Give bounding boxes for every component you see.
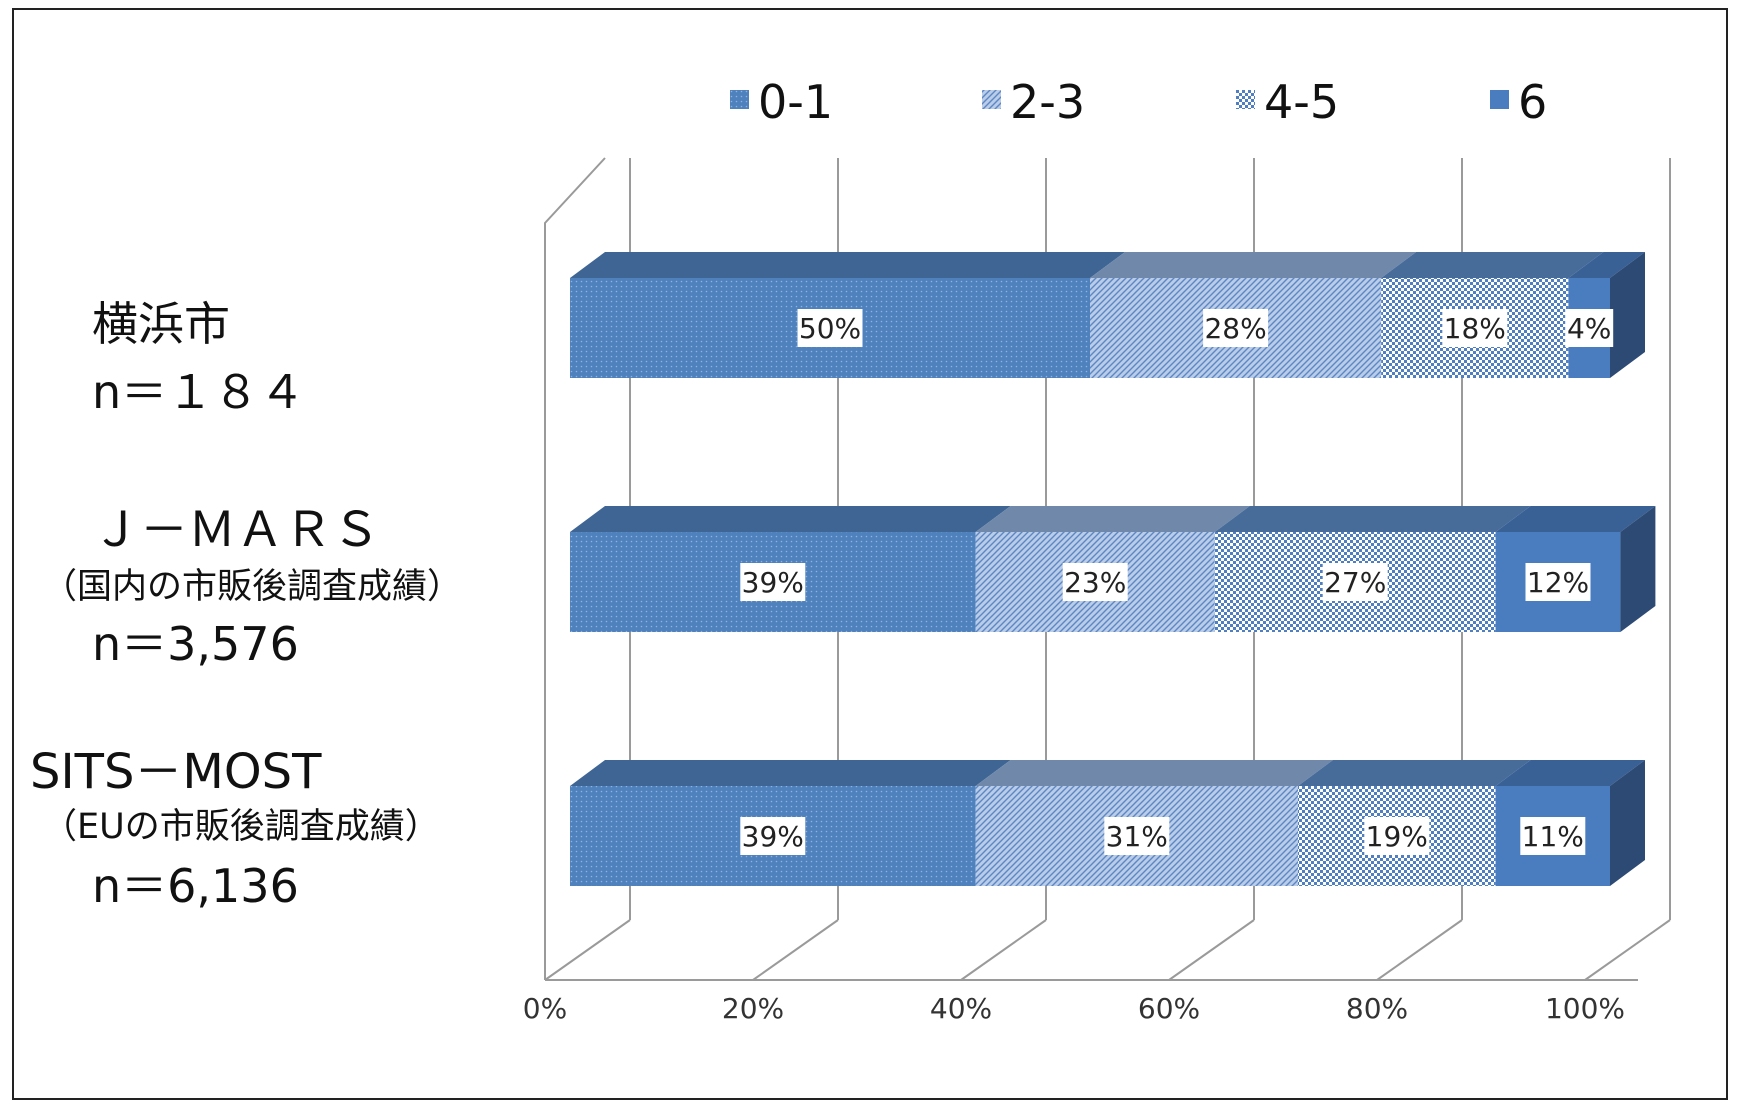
data-label-box bbox=[1322, 563, 1388, 601]
data-label-box bbox=[1364, 817, 1430, 855]
legend: 0-1 2-3 4-5 6 bbox=[730, 75, 1547, 129]
data-label: 31% bbox=[1106, 820, 1168, 853]
legend-label: 2-3 bbox=[1010, 75, 1085, 129]
x-axis-ticks: 0% 20% 40% 60% 80% 100% bbox=[523, 992, 1625, 1025]
data-label-box bbox=[1062, 563, 1128, 601]
category-label: n＝6,136 bbox=[92, 859, 299, 913]
gridline-floor bbox=[544, 919, 631, 981]
category-label: SITS－MOST bbox=[30, 744, 322, 800]
x-tick-label: 80% bbox=[1346, 992, 1408, 1025]
legend-swatch bbox=[730, 90, 749, 109]
category-label: Ｊ－ＭＡＲＳ bbox=[92, 502, 380, 558]
bar-top-face bbox=[1568, 252, 1645, 278]
category-label: n＝3,576 bbox=[92, 617, 299, 671]
data-label: 11% bbox=[1522, 820, 1584, 853]
bars: 50% 28% 18% 4% 39% 23% 27% 12% 39% 31% 19% 11% bbox=[570, 252, 1656, 886]
chart-walls bbox=[544, 157, 1638, 981]
data-label: 18% bbox=[1444, 312, 1506, 345]
data-label: 19% bbox=[1366, 820, 1428, 853]
bar-top-face bbox=[1495, 760, 1645, 786]
bar-side-face bbox=[1610, 760, 1645, 886]
bar-top-face bbox=[570, 252, 1125, 278]
x-tick-label: 0% bbox=[523, 992, 567, 1025]
data-label-box bbox=[1442, 309, 1508, 347]
data-label-box bbox=[1203, 309, 1269, 347]
bar-top-face bbox=[1495, 506, 1656, 532]
side-wall bbox=[544, 157, 606, 980]
category-label: n＝１８４ bbox=[92, 365, 305, 419]
bar-top-face bbox=[1381, 252, 1604, 278]
x-tick-label: 60% bbox=[1138, 992, 1200, 1025]
bar-side-face bbox=[1620, 506, 1656, 632]
data-label: 50% bbox=[799, 312, 861, 345]
data-label-box bbox=[1104, 817, 1170, 855]
category-label: （国内の市販後調査成績） bbox=[42, 567, 462, 607]
data-label: 39% bbox=[742, 566, 804, 599]
bar-top-face bbox=[1090, 252, 1417, 278]
bar-top-face bbox=[1298, 760, 1531, 786]
data-label: 27% bbox=[1324, 566, 1386, 599]
legend-swatch bbox=[982, 90, 1001, 109]
data-label: 39% bbox=[742, 820, 804, 853]
legend-label: 0-1 bbox=[758, 75, 833, 129]
data-label: 4% bbox=[1567, 312, 1611, 345]
gridline-floor bbox=[1584, 919, 1671, 981]
bar-top-face bbox=[570, 760, 1011, 786]
gridline-floor bbox=[752, 919, 839, 981]
gridline-floor bbox=[1376, 919, 1463, 981]
bar-top-face bbox=[1214, 506, 1531, 532]
legend-label: 6 bbox=[1518, 75, 1547, 129]
bar-top-face bbox=[975, 506, 1250, 532]
legend-swatch bbox=[1490, 90, 1509, 109]
x-tick-label: 20% bbox=[722, 992, 784, 1025]
gridline-floor bbox=[1168, 919, 1255, 981]
data-label-box bbox=[1525, 563, 1591, 601]
x-tick-label: 40% bbox=[930, 992, 992, 1025]
data-label-box bbox=[740, 817, 806, 855]
data-label: 28% bbox=[1204, 312, 1266, 345]
data-label-box bbox=[797, 309, 863, 347]
legend-swatch bbox=[1236, 90, 1255, 109]
data-label-box bbox=[1520, 817, 1586, 855]
data-label: 23% bbox=[1064, 566, 1126, 599]
data-label-box bbox=[740, 563, 806, 601]
bar-top-face bbox=[570, 506, 1011, 532]
category-label: （EUの市販後調査成績） bbox=[42, 807, 440, 847]
x-tick-label: 100% bbox=[1545, 992, 1625, 1025]
bar-top-face bbox=[975, 760, 1333, 786]
bar-side-face bbox=[1610, 252, 1645, 378]
category-labels: 横浜市 n＝１８４ Ｊ－ＭＡＲＳ （国内の市販後調査成績） n＝3,576 SITS－MO… bbox=[30, 297, 462, 913]
data-label: 12% bbox=[1527, 566, 1589, 599]
gridline-floor bbox=[960, 919, 1047, 981]
data-label-box bbox=[1565, 309, 1614, 347]
category-label: 横浜市 bbox=[92, 297, 230, 351]
legend-label: 4-5 bbox=[1264, 75, 1339, 129]
